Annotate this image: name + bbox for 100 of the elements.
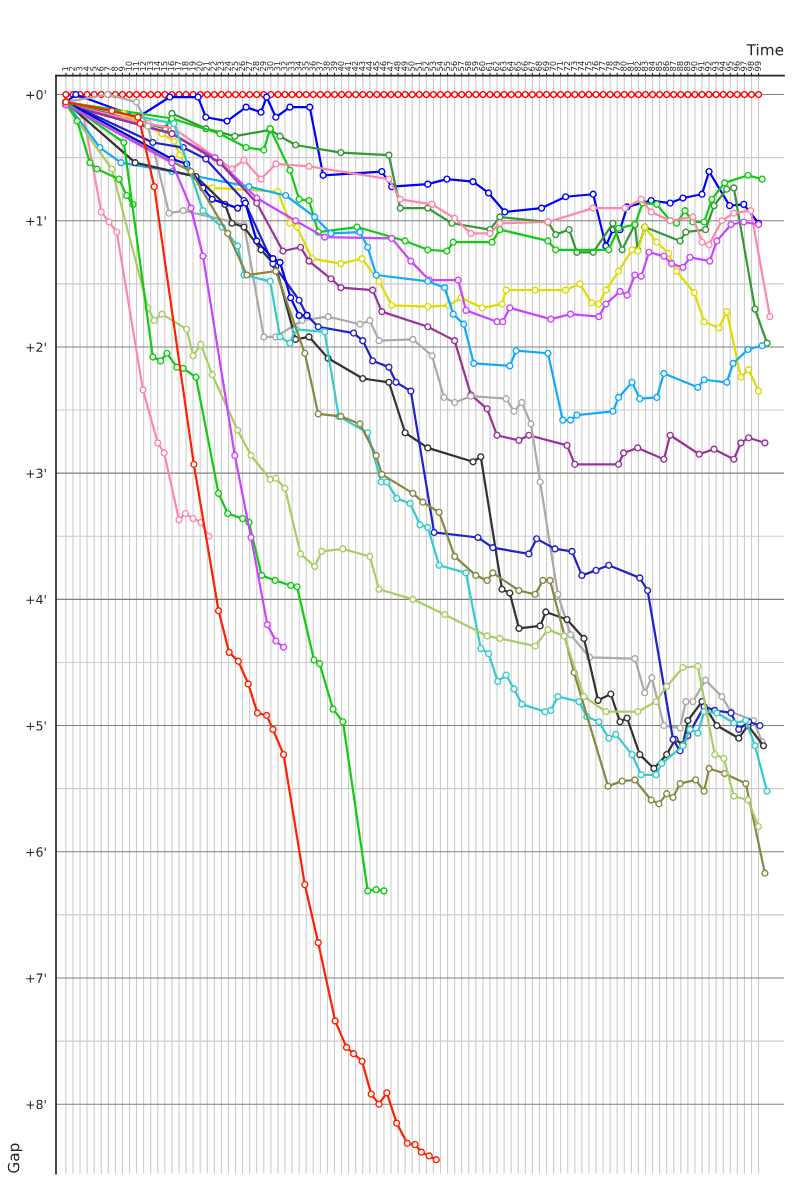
x-tick-label: 69 <box>542 61 549 71</box>
x-axis-title: Time <box>746 43 784 56</box>
x-tick-label: 7 <box>104 66 111 71</box>
x-tick-label: 38 <box>323 61 330 71</box>
x-tick-label: 58 <box>464 61 472 71</box>
x-tick-label: 44 <box>366 61 373 72</box>
x-tick-label: 35 <box>302 61 309 71</box>
x-tick-label: 33 <box>288 61 295 71</box>
x-tick-label: 13 <box>146 61 154 71</box>
x-tick-label: 77 <box>599 61 606 71</box>
x-tick-label: 99 <box>754 61 761 71</box>
x-tick-label: 56 <box>450 61 458 71</box>
x-tick-label: 60 <box>479 61 486 71</box>
x-tick-label: 53 <box>429 61 436 71</box>
x-tick-label: 80 <box>620 61 627 71</box>
x-tick-label: 73 <box>570 61 578 71</box>
x-tick-label: 17 <box>175 61 182 71</box>
x-tick-label: 2 <box>69 66 76 71</box>
x-tick-label: 37 <box>316 61 323 71</box>
x-tick-label: 49 <box>401 61 408 72</box>
x-tick-label: 42 <box>351 61 358 72</box>
x-tick-label: 65 <box>514 61 521 71</box>
x-tick-label: 32 <box>281 61 288 71</box>
x-tick-label: 67 <box>528 61 535 71</box>
x-tick-label: 21 <box>203 61 210 71</box>
x-tick-label: 36 <box>309 61 316 71</box>
x-tick-label: 81 <box>627 61 634 71</box>
x-tick-label: 18 <box>182 61 189 71</box>
x-tick-label: 88 <box>676 61 684 71</box>
x-tick-label: 94 <box>719 61 726 71</box>
x-tick-label: 71 <box>556 61 563 71</box>
x-tick-label: 20 <box>196 61 203 71</box>
x-tick-label: 78 <box>606 61 613 71</box>
x-tick-label: 51 <box>415 61 422 71</box>
x-tick-label: 47 <box>387 61 394 72</box>
x-tick-label: 59 <box>471 61 479 71</box>
y-tick-label: +2' <box>26 342 46 352</box>
x-tick-label: 92 <box>705 61 712 71</box>
x-tick-label: 4 <box>83 66 90 72</box>
x-tick-label: 34 <box>295 61 302 71</box>
x-tick-label: 62 <box>493 61 500 71</box>
x-tick-label: 87 <box>669 61 677 71</box>
x-tick-label: 93 <box>712 61 719 71</box>
x-tick-label: 96 <box>733 61 740 71</box>
x-tick-label: 64 <box>507 61 514 71</box>
x-tick-label: 31 <box>274 61 281 71</box>
x-tick-label: 9 <box>118 66 125 71</box>
x-tick-label: 25 <box>231 61 238 71</box>
x-tick-label: 91 <box>698 61 705 71</box>
x-tick-label: 22 <box>210 61 217 71</box>
x-tick-label: 40 <box>337 61 344 72</box>
x-tick-label: 16 <box>168 61 175 71</box>
x-tick-label: 23 <box>217 61 224 71</box>
x-tick-label: 6 <box>97 66 104 71</box>
x-tick-label: 70 <box>549 61 556 71</box>
x-tick-label: 46 <box>380 61 387 72</box>
y-tick-label: +6' <box>26 847 46 857</box>
x-tick-label: 55 <box>443 61 450 71</box>
x-tick-label: 41 <box>344 61 351 72</box>
x-tick-label: 15 <box>161 61 168 71</box>
x-tick-label: 68 <box>535 61 542 71</box>
x-tick-label: 76 <box>592 61 599 71</box>
x-tick-label: 89 <box>683 61 691 71</box>
x-tick-label: 48 <box>394 61 401 72</box>
x-tick-label: 90 <box>691 61 698 71</box>
x-tick-label: 10 <box>125 61 132 71</box>
x-tick-label: 45 <box>373 61 380 72</box>
x-tick-label: 98 <box>747 61 754 71</box>
x-tick-label: 57 <box>457 61 465 71</box>
x-tick-label: 27 <box>245 61 252 71</box>
x-tick-label: 95 <box>726 61 733 71</box>
x-tick-label: 66 <box>521 61 528 71</box>
x-tick-label: 5 <box>90 66 97 71</box>
x-tick-label: 75 <box>585 61 592 71</box>
y-tick-label: +3' <box>26 468 46 479</box>
x-tick-label: 29 <box>259 61 267 71</box>
x-tick-label: 26 <box>238 61 246 71</box>
x-tick-label: 39 <box>330 61 337 71</box>
x-tick-label: 12 <box>139 61 146 71</box>
x-tick-label: 86 <box>662 61 670 71</box>
x-tick-label: 24 <box>224 61 231 71</box>
x-tick-label: 1 <box>62 66 69 71</box>
y-tick-label: +5' <box>26 721 46 731</box>
y-axis-title: Gap <box>7 1143 23 1173</box>
x-tick-label: 52 <box>422 61 429 71</box>
x-tick-label: 43 <box>358 61 366 72</box>
x-tick-label: 84 <box>648 61 655 71</box>
x-tick-label: 54 <box>436 61 443 71</box>
x-tick-label: 61 <box>486 61 493 71</box>
x-tick-label: 30 <box>266 61 274 71</box>
x-tick-label: 50 <box>408 61 415 71</box>
x-tick-label: 79 <box>613 61 620 71</box>
x-tick-label: 63 <box>500 61 507 71</box>
x-tick-label: 14 <box>154 61 161 71</box>
x-tick-label: 82 <box>634 61 641 71</box>
y-tick-label: +0' <box>26 90 46 100</box>
x-tick-label: 28 <box>252 61 260 71</box>
x-tick-label: 8 <box>111 66 118 71</box>
x-tick-label: 72 <box>563 61 571 71</box>
x-tick-label: 83 <box>641 61 648 71</box>
